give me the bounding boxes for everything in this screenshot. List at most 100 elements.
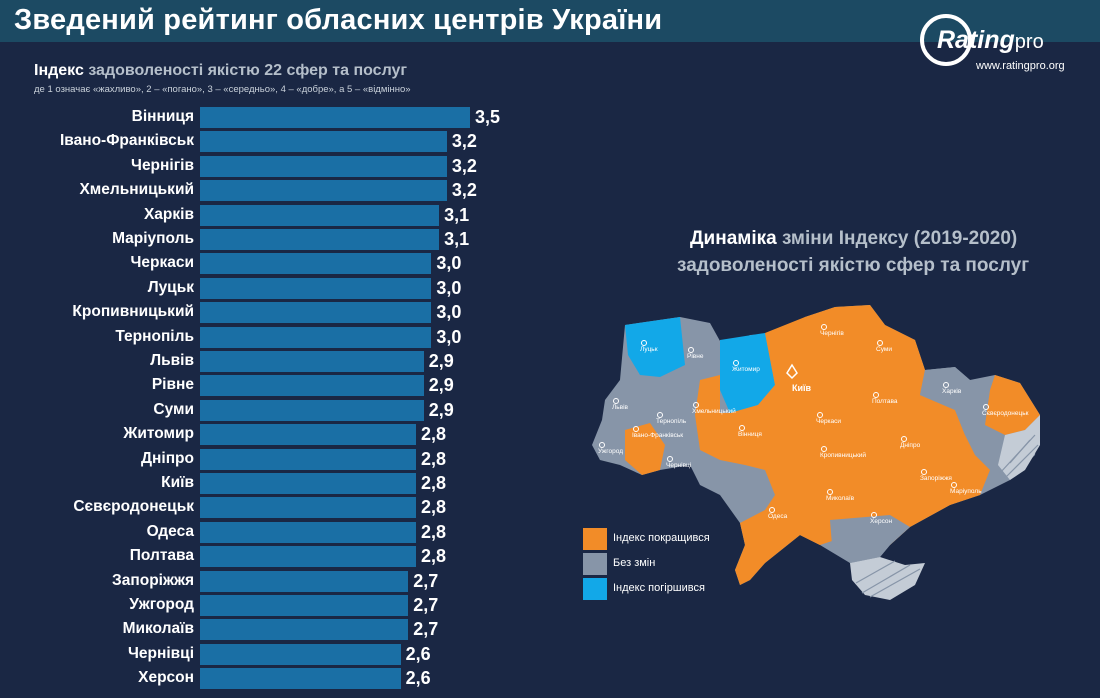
map-region-zhytomyr [720,333,775,413]
logo-brand: Ratingpro [937,26,1044,55]
bar [200,131,447,153]
map-region-lutsk [625,317,685,377]
bar-value-label: 3,1 [444,229,470,249]
bar-value-label: 2,9 [428,351,454,371]
page-title: Зведений рейтинг обласних центрів Україн… [14,4,663,36]
bar-value-label: 2,8 [421,521,447,542]
city-dot-icon [983,404,989,410]
bar [200,180,447,202]
city-dot-icon [821,324,827,330]
map-city-label: Полтава [872,398,898,405]
city-dot-icon [951,482,957,488]
bar-value-label: 2,8 [421,546,447,567]
city-dot-icon [769,507,775,513]
city-dot-icon [827,489,833,495]
bar-value-label: 3,2 [451,180,477,201]
city-dot-icon [667,456,673,462]
map-city-label: Миколаїв [826,495,855,502]
legend-swatch-improved [583,528,607,550]
bar-value-label: 2,7 [413,570,439,591]
bar-label: Львів [150,352,194,369]
ukraine-map: Київ Луцьк Рівне Житомир Чернігів Суми Львів Х… [592,305,1040,600]
city-dot-icon [641,340,647,346]
bar-value-label: 2,6 [405,668,431,689]
map-city-label: Сєвєродонецьк [982,410,1029,417]
bar [200,424,416,446]
logo-ring-icon [920,14,972,66]
bar-value-label: 2,8 [421,497,447,518]
bar-label: Сєвєродонецьк [73,498,194,516]
bar [200,570,409,592]
city-dot-icon [688,347,694,353]
legend-swatch-worse [583,578,607,600]
bar [200,204,440,226]
bar-label: Херсон [138,669,194,687]
bar [200,107,470,128]
legend-label-same: Без змін [613,557,656,569]
city-dot-icon [901,436,907,442]
map-city-label: Ужгород [598,448,623,455]
bar-label: Кропивницький [72,303,194,321]
map-city-label: Харків [942,387,962,395]
map-city-label: Івано-Франківськ [632,431,683,439]
bar-value-label: 3,1 [444,204,470,225]
bar-value-label: 3,2 [451,155,477,176]
map-city-label: Одеса [768,513,788,520]
bar-value-label: 3,5 [475,107,501,127]
bar [200,253,432,275]
city-dot-icon [943,382,949,388]
map-hatching [855,434,1039,598]
map-city-label: Черкаси [816,418,841,425]
city-dot-icon [739,425,745,431]
map-city-label: Запоріжжя [920,474,952,482]
logo-brand-suffix: pro [1014,31,1044,53]
map-city-label: Чернігів [820,329,844,337]
bar-label: Хмельницький [79,181,194,199]
bar [200,277,432,299]
bar-label: Харків [143,205,194,223]
bar-label: Тернопіль [115,327,194,345]
map-title-strong: Динаміка [690,228,777,249]
bar-value-label: 2,9 [428,375,454,396]
map-city-label: Житомир [732,366,760,373]
bar [200,351,424,372]
bar-label: Запоріжжя [112,571,194,589]
map-city-label: Рівне [687,352,704,360]
chart-subtitle: де 1 означає «жахливо», 2 – «погано», 3 … [34,84,411,95]
city-dot-icon [873,392,879,398]
bar-value-label: 3,0 [436,302,462,323]
map-title-rest: зміни Індексу (2019-2020) [781,228,1018,249]
bar-label: Вінниця [131,108,194,125]
map-city-label: Львів [612,403,629,411]
map-region-severodonetsk [985,375,1040,435]
bar-label: Маріуполь [112,230,194,247]
city-dot-icon [821,446,827,452]
map-city-label: Луцьк [640,346,658,353]
bar [200,643,401,665]
city-dot-icon [613,398,619,404]
bar-value-label: 3,0 [436,277,462,298]
bar-label: Полтава [129,547,194,565]
bar [200,448,416,470]
bar-value-label: 2,7 [413,595,439,615]
map-title: Динаміка зміни Індексу (2019-2020) [690,228,1017,250]
logo-brand-name: Rating [937,26,1015,54]
bar-value-label: 3,0 [436,253,462,274]
map-city-label: Хмельницький [692,407,736,415]
bar-label: Суми [153,400,194,418]
map-subtitle: задоволеності якістю сфер та послуг [677,255,1030,276]
bar-label: Дніпро [140,449,194,467]
bar [200,595,409,616]
bar [200,155,447,177]
city-dot-icon [871,512,877,518]
bar-label: Івано-Франківськ [59,132,194,150]
bar-label: Луцьк [147,278,194,296]
map-city-labels: Луцьк Рівне Житомир Чернігів Суми Львів Хмельн… [598,324,1029,525]
city-dot-icon [921,469,927,475]
bar-label: Черкаси [130,254,194,272]
title-bar [0,0,1100,42]
map-city-label: Чернівці [666,461,691,469]
bar-label: Ужгород [129,596,194,613]
map-city-label: Кропивницький [820,451,866,459]
map-city-label: Херсон [870,518,893,525]
